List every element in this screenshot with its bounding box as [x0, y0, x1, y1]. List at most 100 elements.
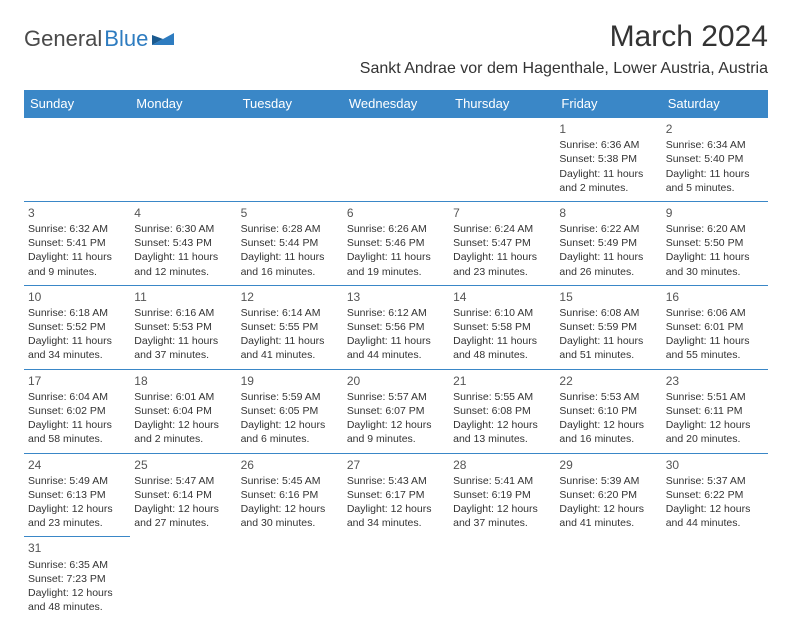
daylight-text: and 51 minutes. [559, 348, 657, 362]
calendar-day-cell [237, 537, 343, 620]
daylight-text: and 55 minutes. [666, 348, 764, 362]
calendar-day-cell [130, 118, 236, 202]
calendar-day-cell: 17Sunrise: 6:04 AMSunset: 6:02 PMDayligh… [24, 369, 130, 453]
sunset-text: Sunset: 6:01 PM [666, 320, 764, 334]
day-header: Friday [555, 90, 661, 118]
sunrise-text: Sunrise: 6:16 AM [134, 306, 232, 320]
calendar-day-cell: 24Sunrise: 5:49 AMSunset: 6:13 PMDayligh… [24, 453, 130, 537]
sunrise-text: Sunrise: 6:26 AM [347, 222, 445, 236]
daylight-text: Daylight: 12 hours [28, 502, 126, 516]
sunset-text: Sunset: 6:14 PM [134, 488, 232, 502]
day-number: 17 [28, 373, 126, 389]
sunrise-text: Sunrise: 6:22 AM [559, 222, 657, 236]
daylight-text: and 41 minutes. [559, 516, 657, 530]
logo-text-2: Blue [104, 26, 148, 52]
day-number: 13 [347, 289, 445, 305]
calendar-day-cell: 5Sunrise: 6:28 AMSunset: 5:44 PMDaylight… [237, 201, 343, 285]
calendar-day-cell [237, 118, 343, 202]
sunset-text: Sunset: 5:47 PM [453, 236, 551, 250]
daylight-text: Daylight: 11 hours [559, 167, 657, 181]
daylight-text: and 48 minutes. [28, 600, 126, 614]
daylight-text: Daylight: 11 hours [134, 250, 232, 264]
calendar-day-cell: 21Sunrise: 5:55 AMSunset: 6:08 PMDayligh… [449, 369, 555, 453]
month-title: March 2024 [360, 20, 768, 54]
day-number: 24 [28, 457, 126, 473]
calendar-day-cell: 25Sunrise: 5:47 AMSunset: 6:14 PMDayligh… [130, 453, 236, 537]
calendar-day-cell: 28Sunrise: 5:41 AMSunset: 6:19 PMDayligh… [449, 453, 555, 537]
calendar-header-row: SundayMondayTuesdayWednesdayThursdayFrid… [24, 90, 768, 118]
daylight-text: and 23 minutes. [453, 265, 551, 279]
calendar-week-row: 1Sunrise: 6:36 AMSunset: 5:38 PMDaylight… [24, 118, 768, 202]
daylight-text: and 27 minutes. [134, 516, 232, 530]
daylight-text: and 41 minutes. [241, 348, 339, 362]
calendar-day-cell: 12Sunrise: 6:14 AMSunset: 5:55 PMDayligh… [237, 285, 343, 369]
daylight-text: Daylight: 12 hours [453, 418, 551, 432]
daylight-text: Daylight: 11 hours [453, 250, 551, 264]
sunrise-text: Sunrise: 6:35 AM [28, 558, 126, 572]
day-number: 27 [347, 457, 445, 473]
calendar-day-cell: 19Sunrise: 5:59 AMSunset: 6:05 PMDayligh… [237, 369, 343, 453]
header: GeneralBlue March 2024 Sankt Andrae vor … [24, 20, 768, 86]
daylight-text: and 44 minutes. [666, 516, 764, 530]
daylight-text: and 37 minutes. [453, 516, 551, 530]
daylight-text: and 34 minutes. [347, 516, 445, 530]
sunrise-text: Sunrise: 5:55 AM [453, 390, 551, 404]
day-number: 5 [241, 205, 339, 221]
calendar-day-cell: 1Sunrise: 6:36 AMSunset: 5:38 PMDaylight… [555, 118, 661, 202]
logo: GeneralBlue [24, 20, 174, 52]
day-number: 14 [453, 289, 551, 305]
day-header: Saturday [662, 90, 768, 118]
day-header: Tuesday [237, 90, 343, 118]
daylight-text: and 19 minutes. [347, 265, 445, 279]
calendar-day-cell: 27Sunrise: 5:43 AMSunset: 6:17 PMDayligh… [343, 453, 449, 537]
sunrise-text: Sunrise: 5:59 AM [241, 390, 339, 404]
daylight-text: and 6 minutes. [241, 432, 339, 446]
sunrise-text: Sunrise: 5:51 AM [666, 390, 764, 404]
sunset-text: Sunset: 6:11 PM [666, 404, 764, 418]
calendar-day-cell [449, 118, 555, 202]
day-number: 20 [347, 373, 445, 389]
sunrise-text: Sunrise: 5:49 AM [28, 474, 126, 488]
daylight-text: Daylight: 12 hours [241, 418, 339, 432]
logo-text-1: General [24, 26, 102, 52]
calendar-week-row: 3Sunrise: 6:32 AMSunset: 5:41 PMDaylight… [24, 201, 768, 285]
sunrise-text: Sunrise: 5:37 AM [666, 474, 764, 488]
sunset-text: Sunset: 6:10 PM [559, 404, 657, 418]
day-number: 3 [28, 205, 126, 221]
calendar-day-cell: 15Sunrise: 6:08 AMSunset: 5:59 PMDayligh… [555, 285, 661, 369]
daylight-text: Daylight: 11 hours [453, 334, 551, 348]
daylight-text: and 48 minutes. [453, 348, 551, 362]
day-number: 18 [134, 373, 232, 389]
calendar-day-cell: 31Sunrise: 6:35 AMSunset: 7:23 PMDayligh… [24, 537, 130, 620]
day-number: 30 [666, 457, 764, 473]
day-number: 29 [559, 457, 657, 473]
day-number: 6 [347, 205, 445, 221]
daylight-text: and 2 minutes. [134, 432, 232, 446]
daylight-text: and 34 minutes. [28, 348, 126, 362]
sunrise-text: Sunrise: 6:30 AM [134, 222, 232, 236]
sunrise-text: Sunrise: 5:39 AM [559, 474, 657, 488]
sunset-text: Sunset: 6:19 PM [453, 488, 551, 502]
daylight-text: and 2 minutes. [559, 181, 657, 195]
sunset-text: Sunset: 5:43 PM [134, 236, 232, 250]
sunset-text: Sunset: 5:40 PM [666, 152, 764, 166]
day-number: 4 [134, 205, 232, 221]
daylight-text: Daylight: 11 hours [666, 334, 764, 348]
day-number: 11 [134, 289, 232, 305]
daylight-text: Daylight: 12 hours [453, 502, 551, 516]
sunset-text: Sunset: 5:52 PM [28, 320, 126, 334]
sunrise-text: Sunrise: 6:06 AM [666, 306, 764, 320]
daylight-text: and 16 minutes. [559, 432, 657, 446]
sunrise-text: Sunrise: 6:34 AM [666, 138, 764, 152]
day-number: 9 [666, 205, 764, 221]
daylight-text: and 23 minutes. [28, 516, 126, 530]
day-number: 31 [28, 540, 126, 556]
calendar-day-cell: 26Sunrise: 5:45 AMSunset: 6:16 PMDayligh… [237, 453, 343, 537]
daylight-text: Daylight: 11 hours [347, 334, 445, 348]
calendar-day-cell [343, 118, 449, 202]
daylight-text: Daylight: 12 hours [666, 418, 764, 432]
sunrise-text: Sunrise: 6:18 AM [28, 306, 126, 320]
sunset-text: Sunset: 6:04 PM [134, 404, 232, 418]
calendar-day-cell: 22Sunrise: 5:53 AMSunset: 6:10 PMDayligh… [555, 369, 661, 453]
sunset-text: Sunset: 5:58 PM [453, 320, 551, 334]
